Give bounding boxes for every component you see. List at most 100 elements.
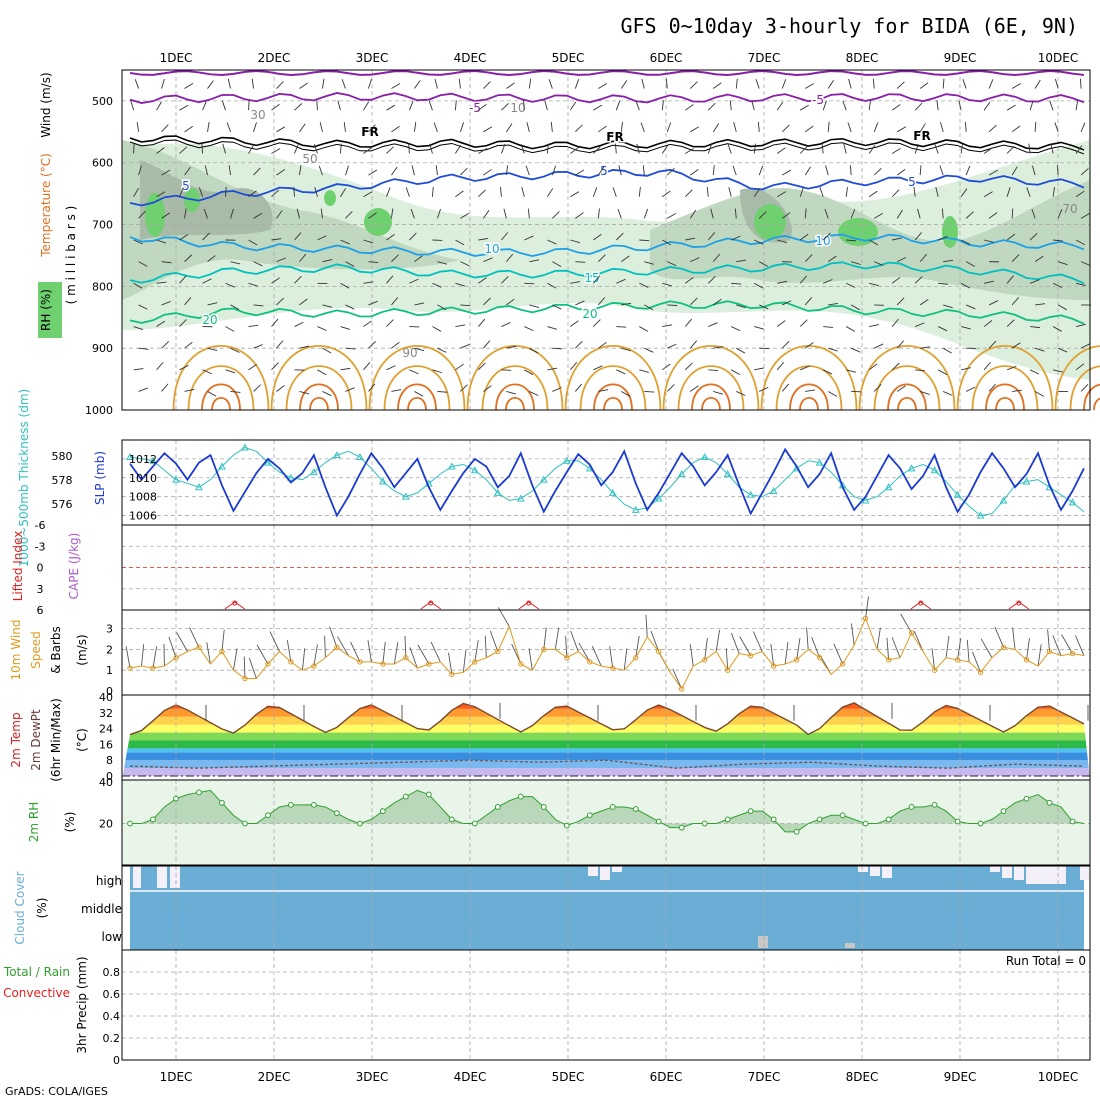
thickness-line	[129, 447, 1085, 517]
wind-speed-point	[793, 657, 800, 663]
cape-bump	[420, 601, 442, 610]
wind-barb	[294, 232, 302, 241]
wind-barb	[639, 369, 649, 373]
warm-surface-contour	[481, 365, 549, 411]
rh-point	[333, 810, 340, 817]
wind-barb	[230, 208, 234, 219]
rh-point	[494, 804, 501, 810]
wind-barb	[478, 189, 486, 198]
wind-barb	[1029, 369, 1040, 375]
wind-barb	[914, 276, 923, 284]
wind-barb	[1080, 168, 1089, 176]
thickness-point	[654, 494, 663, 502]
thickness-point	[516, 494, 525, 502]
wind-barb	[598, 254, 606, 262]
panel-frame	[121, 69, 1091, 411]
wind-barb	[350, 641, 361, 663]
wind-barb	[784, 642, 789, 665]
wind-barb	[301, 648, 306, 671]
wind-barb	[690, 257, 700, 263]
wind-barb	[782, 300, 792, 306]
rh-contour-label: 50	[302, 152, 317, 166]
wind-barb	[225, 369, 236, 374]
wind-barb	[896, 81, 905, 89]
wind-barb	[299, 298, 308, 306]
wind-barb	[620, 121, 623, 132]
wind-barb	[276, 210, 283, 219]
rh-point	[265, 812, 271, 819]
slp-tick-label: 1006	[129, 510, 157, 523]
cloud-level-label: low	[102, 930, 123, 944]
thickness-point	[539, 475, 548, 483]
wind-speed-point	[1000, 644, 1007, 651]
rh-point	[586, 812, 593, 819]
wind-barb	[1050, 143, 1054, 154]
temperature-contour-label: 20	[582, 307, 597, 321]
wind-barb	[1035, 303, 1045, 306]
warm-surface-contour	[505, 396, 525, 411]
wind-barb	[168, 636, 177, 658]
temperature-contour-label: FR	[606, 130, 623, 144]
wind-barb	[799, 104, 809, 111]
upper-air-panel: -5 -5 FR FR FR 5 5 5 10 10 15 20 20 10 30 50 70 90 500 600 7…	[38, 69, 1100, 417]
wind-barb	[322, 78, 325, 89]
wind-barb	[804, 254, 813, 262]
wind-barb	[988, 79, 994, 89]
wind-barb	[713, 82, 722, 89]
wind-barb	[1011, 254, 1020, 262]
slp-tick-label: 1008	[129, 491, 157, 504]
rh-point	[1023, 795, 1030, 802]
wind-barb	[824, 208, 829, 219]
wind-barb	[340, 367, 351, 371]
wind-barb	[575, 300, 585, 306]
panel-frame	[121, 949, 1091, 1061]
wind-barb	[914, 232, 922, 241]
wind-barb	[184, 297, 192, 306]
wind-barb	[804, 125, 814, 133]
precip-panel: 0 0.2 0.4 0.6 0.8 Run Total = 0 3hr Precip (mm…	[3, 949, 1091, 1067]
wind-speed-point	[701, 657, 708, 663]
wind-barb	[428, 100, 433, 111]
wind-barb	[850, 208, 856, 219]
wind-barb	[593, 146, 601, 154]
rh-tick-label: 20	[99, 818, 113, 831]
wind-barb	[819, 187, 824, 197]
cloud-separator	[130, 890, 1084, 892]
warm-surface-contour	[270, 345, 368, 411]
wind-barb	[1075, 635, 1085, 656]
wind-barb	[294, 144, 299, 154]
wind-barb	[161, 341, 170, 349]
temperature-contour-label: 5	[600, 164, 608, 178]
thickness-point	[976, 511, 985, 519]
slp-tick-label: 1012	[129, 453, 157, 466]
wind-barb	[478, 277, 487, 284]
wind-barb	[156, 147, 165, 154]
wind-barb	[317, 326, 327, 331]
wind-barb	[966, 347, 977, 349]
bottom-date-labels: 1DEC 2DEC 3DEC 4DEC 5DEC 6DEC 7DEC 8DEC 9DEC 10DE…	[160, 1070, 1079, 1084]
wind-barb	[271, 318, 279, 327]
wind-barb	[320, 208, 323, 219]
temperature-contour-label: 5	[908, 175, 916, 189]
y-tick-label: 1000	[85, 404, 113, 417]
wind-barb	[269, 631, 280, 652]
wind-speed-point	[1023, 657, 1030, 663]
wind-barb	[616, 369, 626, 375]
wind-barb	[363, 101, 370, 111]
rh-point	[288, 801, 294, 808]
wind-barb	[1081, 304, 1091, 306]
wind-barb	[661, 100, 664, 111]
date-label-top: 5DEC	[552, 51, 585, 65]
wind-barb	[409, 232, 417, 241]
wind-barb	[528, 648, 533, 671]
wind-barb	[506, 391, 517, 395]
wind-barb	[712, 123, 720, 133]
wind-barb	[639, 326, 649, 332]
wind-barb	[776, 320, 786, 327]
temperature-axis-label: Temperature (°C)	[39, 153, 53, 258]
wind-barb	[846, 282, 856, 288]
thickness-point	[356, 452, 364, 460]
wind-barb	[528, 78, 532, 89]
wind-barb	[409, 326, 420, 328]
wind-barb	[662, 239, 672, 246]
